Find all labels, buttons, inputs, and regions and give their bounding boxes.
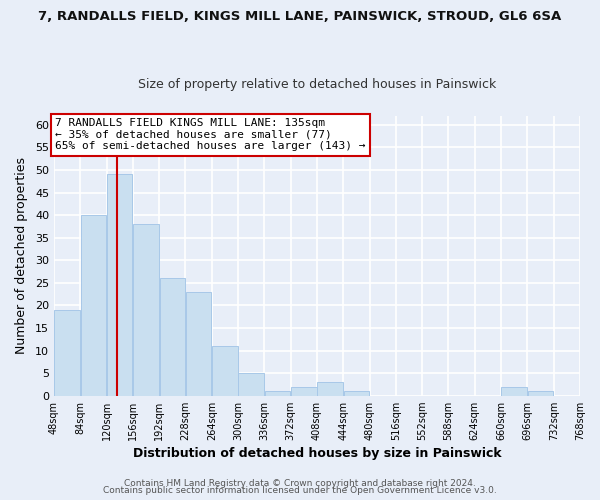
Bar bbox=[212, 346, 238, 396]
Bar bbox=[265, 391, 290, 396]
Bar bbox=[133, 224, 159, 396]
Bar bbox=[528, 391, 553, 396]
X-axis label: Distribution of detached houses by size in Painswick: Distribution of detached houses by size … bbox=[133, 447, 501, 460]
Text: 7, RANDALLS FIELD, KINGS MILL LANE, PAINSWICK, STROUD, GL6 6SA: 7, RANDALLS FIELD, KINGS MILL LANE, PAIN… bbox=[38, 10, 562, 23]
Text: 7 RANDALLS FIELD KINGS MILL LANE: 135sqm
← 35% of detached houses are smaller (7: 7 RANDALLS FIELD KINGS MILL LANE: 135sqm… bbox=[55, 118, 366, 151]
Y-axis label: Number of detached properties: Number of detached properties bbox=[15, 157, 28, 354]
Bar bbox=[238, 373, 264, 396]
Bar bbox=[107, 174, 133, 396]
Bar bbox=[317, 382, 343, 396]
Text: Contains public sector information licensed under the Open Government Licence v3: Contains public sector information licen… bbox=[103, 486, 497, 495]
Text: Contains HM Land Registry data © Crown copyright and database right 2024.: Contains HM Land Registry data © Crown c… bbox=[124, 478, 476, 488]
Bar bbox=[186, 292, 211, 396]
Bar bbox=[54, 310, 80, 396]
Bar bbox=[160, 278, 185, 396]
Bar bbox=[502, 386, 527, 396]
Bar bbox=[80, 215, 106, 396]
Bar bbox=[344, 391, 369, 396]
Title: Size of property relative to detached houses in Painswick: Size of property relative to detached ho… bbox=[138, 78, 496, 91]
Bar bbox=[291, 386, 317, 396]
